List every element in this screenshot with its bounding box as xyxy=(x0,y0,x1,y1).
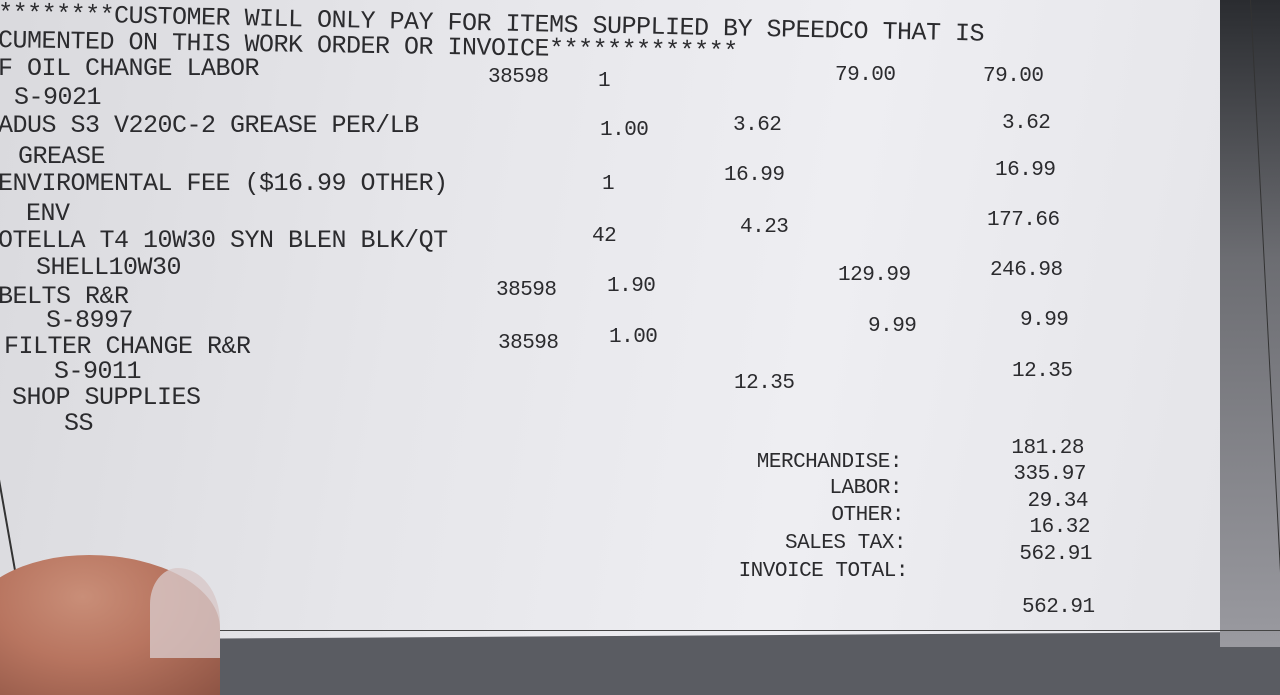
item-code: GREASE xyxy=(18,142,106,171)
item-qty: 1.90 xyxy=(607,275,656,298)
item-price: 12.35 xyxy=(734,372,795,395)
totals-label-invoice-total: INVOICE TOTAL: xyxy=(738,560,909,583)
totals-label-labor: LABOR: xyxy=(829,477,902,500)
item-amount: 9.99 xyxy=(1020,309,1069,332)
totals-label-other: OTHER: xyxy=(831,504,904,527)
item-code: S-8997 xyxy=(46,306,134,335)
totals-value-merchandise: 181.28 xyxy=(1011,437,1084,460)
item-description: ADUS S3 V220C-2 GREASE PER/LB xyxy=(0,111,419,140)
item-qty: 1 xyxy=(602,173,615,196)
totals-value-sales-tax: 16.32 xyxy=(1029,516,1090,539)
item-amount: 79.00 xyxy=(983,65,1044,88)
totals-value-invoice-total: 562.91 xyxy=(1019,543,1092,566)
item-price: 4.23 xyxy=(740,216,789,239)
item-price: 129.99 xyxy=(838,264,911,287)
item-amount: 16.99 xyxy=(995,159,1056,182)
item-code: S-9011 xyxy=(54,357,142,386)
item-ref: 38598 xyxy=(488,66,549,89)
item-amount: 246.98 xyxy=(990,259,1063,282)
item-description: SHOP SUPPLIES xyxy=(12,383,201,412)
item-description: ENVIROMENTAL FEE ($16.99 OTHER) xyxy=(0,169,448,198)
item-code: ENV xyxy=(26,199,70,228)
item-qty: 42 xyxy=(592,225,617,248)
background xyxy=(1220,0,1280,647)
totals-value-labor: 335.97 xyxy=(1013,463,1086,486)
totals-label-sales-tax: SALES TAX: xyxy=(784,532,907,555)
item-qty: 1.00 xyxy=(609,326,658,349)
item-price: 9.99 xyxy=(868,315,917,338)
item-price: 79.00 xyxy=(835,64,896,87)
item-price: 3.62 xyxy=(733,114,782,137)
item-code: SHELL10W30 xyxy=(36,253,182,282)
item-description: F OIL CHANGE LABOR xyxy=(0,54,260,83)
item-description: FILTER CHANGE R&R xyxy=(4,332,251,361)
totals-label-merchandise: MERCHANDISE: xyxy=(756,451,903,474)
item-description: BELTS R&R xyxy=(0,282,129,311)
item-price: 16.99 xyxy=(724,164,785,187)
item-code: S-9021 xyxy=(14,83,102,112)
item-code: SS xyxy=(64,409,94,438)
amount-paid: 562.91 xyxy=(1022,596,1095,619)
item-qty: 1.00 xyxy=(600,119,649,142)
item-amount: 12.35 xyxy=(1012,360,1073,383)
item-ref: 38598 xyxy=(498,332,559,355)
item-amount: 3.62 xyxy=(1002,112,1051,135)
item-amount: 177.66 xyxy=(987,209,1060,232)
item-description: OTELLA T4 10W30 SYN BLEN BLK/QT xyxy=(0,226,448,255)
totals-value-other: 29.34 xyxy=(1027,490,1088,513)
item-ref: 38598 xyxy=(496,279,557,302)
item-qty: 1 xyxy=(598,70,611,93)
invoice-paper xyxy=(0,0,1250,640)
